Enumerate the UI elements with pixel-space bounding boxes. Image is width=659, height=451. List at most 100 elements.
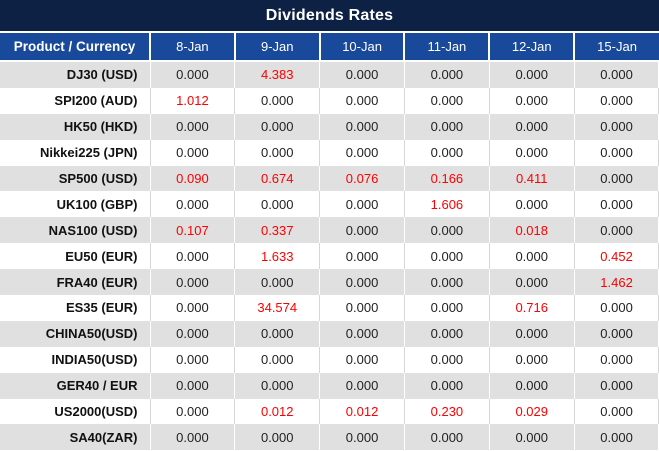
table-row: GER40 / EUR0.0000.0000.0000.0000.0000.00… [0, 373, 659, 399]
value-cell: 1.633 [235, 243, 320, 269]
product-cell: Nikkei225 (JPN) [0, 140, 150, 166]
product-cell: INDIA50(USD) [0, 347, 150, 373]
table-header-row: Product / Currency 8-Jan9-Jan10-Jan11-Ja… [0, 32, 659, 61]
value-cell: 0.000 [574, 61, 659, 88]
value-cell: 0.000 [150, 61, 235, 88]
value-cell: 0.000 [489, 424, 574, 450]
value-cell: 0.000 [150, 295, 235, 321]
value-cell: 0.000 [489, 347, 574, 373]
value-cell: 0.000 [150, 243, 235, 269]
date-header-cell: 12-Jan [489, 32, 574, 61]
value-cell: 0.000 [150, 424, 235, 450]
table-row: FRA40 (EUR)0.0000.0000.0000.0000.0001.46… [0, 269, 659, 295]
product-cell: SP500 (USD) [0, 166, 150, 192]
value-cell: 0.000 [489, 114, 574, 140]
product-cell: CHINA50(USD) [0, 321, 150, 347]
table-row: EU50 (EUR)0.0001.6330.0000.0000.0000.452 [0, 243, 659, 269]
value-cell: 0.337 [235, 217, 320, 243]
value-cell: 0.000 [574, 347, 659, 373]
value-cell: 0.000 [235, 347, 320, 373]
value-cell: 0.000 [489, 321, 574, 347]
value-cell: 0.166 [404, 166, 489, 192]
product-cell: SPI200 (AUD) [0, 88, 150, 114]
value-cell: 0.000 [574, 373, 659, 399]
table-row: CHINA50(USD)0.0000.0000.0000.0000.0000.0… [0, 321, 659, 347]
value-cell: 0.000 [404, 321, 489, 347]
value-cell: 0.000 [404, 347, 489, 373]
table-row: INDIA50(USD)0.0000.0000.0000.0000.0000.0… [0, 347, 659, 373]
value-cell: 0.000 [489, 88, 574, 114]
product-cell: FRA40 (EUR) [0, 269, 150, 295]
date-header-cell: 8-Jan [150, 32, 235, 61]
product-cell: US2000(USD) [0, 399, 150, 425]
value-cell: 0.000 [235, 191, 320, 217]
value-cell: 4.383 [235, 61, 320, 88]
value-cell: 0.000 [574, 166, 659, 192]
value-cell: 0.000 [489, 243, 574, 269]
value-cell: 0.000 [150, 321, 235, 347]
value-cell: 0.000 [320, 321, 405, 347]
value-cell: 0.000 [150, 191, 235, 217]
value-cell: 0.076 [320, 166, 405, 192]
value-cell: 0.452 [574, 243, 659, 269]
value-cell: 0.000 [489, 373, 574, 399]
value-cell: 0.000 [404, 269, 489, 295]
product-cell: SA40(ZAR) [0, 424, 150, 450]
value-cell: 0.012 [320, 399, 405, 425]
value-cell: 0.000 [404, 424, 489, 450]
table-row: SPI200 (AUD)1.0120.0000.0000.0000.0000.0… [0, 88, 659, 114]
value-cell: 1.012 [150, 88, 235, 114]
product-cell: DJ30 (USD) [0, 61, 150, 88]
value-cell: 0.000 [404, 88, 489, 114]
value-cell: 0.000 [574, 321, 659, 347]
value-cell: 0.000 [320, 61, 405, 88]
value-cell: 0.000 [150, 114, 235, 140]
value-cell: 0.000 [235, 140, 320, 166]
value-cell: 0.000 [320, 140, 405, 166]
table-row: SP500 (USD)0.0900.6740.0760.1660.4110.00… [0, 166, 659, 192]
table-row: NAS100 (USD)0.1070.3370.0000.0000.0180.0… [0, 217, 659, 243]
value-cell: 0.090 [150, 166, 235, 192]
value-cell: 0.000 [320, 347, 405, 373]
value-cell: 0.000 [150, 373, 235, 399]
value-cell: 0.000 [489, 191, 574, 217]
value-cell: 0.000 [235, 269, 320, 295]
product-currency-header: Product / Currency [0, 32, 150, 61]
product-cell: NAS100 (USD) [0, 217, 150, 243]
value-cell: 0.000 [320, 243, 405, 269]
value-cell: 0.018 [489, 217, 574, 243]
table-row: US2000(USD)0.0000.0120.0120.2300.0290.00… [0, 399, 659, 425]
value-cell: 1.606 [404, 191, 489, 217]
value-cell: 0.107 [150, 217, 235, 243]
value-cell: 0.000 [320, 373, 405, 399]
value-cell: 0.000 [404, 295, 489, 321]
dividends-rates-table: Product / Currency 8-Jan9-Jan10-Jan11-Ja… [0, 31, 659, 450]
value-cell: 0.000 [574, 88, 659, 114]
value-cell: 1.462 [574, 269, 659, 295]
value-cell: 0.000 [574, 399, 659, 425]
value-cell: 0.000 [320, 88, 405, 114]
value-cell: 0.674 [235, 166, 320, 192]
value-cell: 0.000 [489, 140, 574, 166]
value-cell: 0.230 [404, 399, 489, 425]
value-cell: 0.000 [404, 61, 489, 88]
value-cell: 0.411 [489, 166, 574, 192]
rates-table-body: DJ30 (USD)0.0004.3830.0000.0000.0000.000… [0, 61, 659, 450]
value-cell: 0.000 [574, 217, 659, 243]
value-cell: 0.000 [320, 191, 405, 217]
table-row: ES35 (EUR)0.00034.5740.0000.0000.7160.00… [0, 295, 659, 321]
page-title-text: Dividends Rates [266, 7, 393, 25]
value-cell: 0.000 [404, 217, 489, 243]
value-cell: 0.000 [150, 269, 235, 295]
page-title: Dividends Rates [0, 0, 659, 31]
value-cell: 0.000 [320, 114, 405, 140]
value-cell: 0.000 [404, 140, 489, 166]
value-cell: 0.000 [235, 424, 320, 450]
date-header-cell: 10-Jan [320, 32, 405, 61]
value-cell: 0.000 [574, 140, 659, 166]
value-cell: 0.000 [235, 88, 320, 114]
value-cell: 0.000 [320, 424, 405, 450]
date-header-cell: 9-Jan [235, 32, 320, 61]
value-cell: 0.000 [574, 424, 659, 450]
product-cell: EU50 (EUR) [0, 243, 150, 269]
